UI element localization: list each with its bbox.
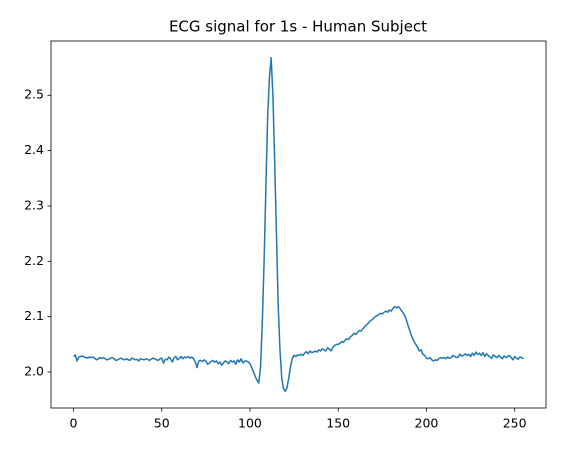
plot-frame (50, 40, 547, 409)
y-tick-label: 2.5 (24, 87, 44, 102)
y-tick-label: 2.3 (24, 197, 44, 212)
y-tick-label: 2.4 (24, 142, 44, 157)
x-tick-label: 100 (238, 416, 262, 431)
y-tick-label: 2.2 (24, 253, 44, 268)
x-tick-label: 200 (415, 416, 439, 431)
chart-title: ECG signal for 1s - Human Subject (169, 18, 427, 36)
y-tick-label: 2.0 (24, 364, 44, 379)
line (72, 56, 524, 393)
x-tick-label: 50 (154, 416, 170, 431)
x-tick-label: 250 (503, 416, 527, 431)
x-tick-label: 0 (70, 416, 78, 431)
y-tick-label: 2.1 (24, 308, 44, 323)
x-tick-label: 150 (326, 416, 350, 431)
